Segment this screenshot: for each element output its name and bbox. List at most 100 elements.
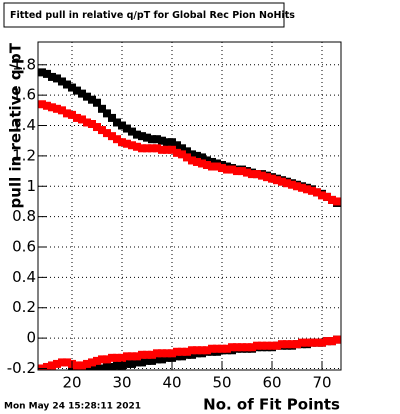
marker	[183, 153, 191, 162]
marker	[48, 103, 56, 112]
y-tick-label: 1.2	[12, 146, 36, 164]
marker	[298, 183, 306, 192]
marker	[263, 341, 271, 350]
marker	[113, 135, 121, 144]
frame	[37, 41, 342, 371]
marker	[128, 127, 136, 136]
marker	[38, 100, 46, 109]
marker	[128, 359, 136, 368]
marker	[183, 147, 191, 156]
marker	[78, 361, 86, 370]
y-tick-label: 1.6	[12, 86, 36, 104]
marker	[73, 86, 81, 95]
marker	[78, 115, 86, 124]
marker	[38, 364, 46, 370]
y-axis-title: pull in relative q/pT	[7, 42, 25, 208]
marker	[303, 338, 311, 347]
marker	[313, 188, 321, 197]
marker	[158, 349, 166, 358]
marker	[153, 144, 161, 153]
marker	[103, 129, 111, 138]
marker	[48, 361, 56, 370]
x-tick-label: 60	[262, 374, 281, 392]
marker	[148, 135, 156, 144]
marker	[318, 191, 326, 200]
marker	[88, 120, 96, 128]
marker	[163, 138, 171, 147]
marker	[73, 361, 81, 370]
marker	[258, 341, 266, 350]
marker	[68, 110, 76, 119]
marker	[128, 352, 136, 361]
marker	[153, 135, 161, 144]
y-tick-label: 1.4	[12, 116, 36, 134]
marker	[83, 359, 91, 368]
marker	[133, 352, 141, 361]
marker	[238, 343, 246, 352]
marker	[178, 150, 186, 159]
marker	[163, 353, 171, 362]
marker	[213, 162, 221, 171]
marker	[293, 340, 301, 349]
marker	[188, 150, 196, 159]
marker	[83, 366, 91, 370]
marker	[98, 104, 106, 113]
y-tick-label: 0.4	[12, 268, 36, 286]
marker	[93, 356, 101, 365]
marker	[153, 355, 161, 364]
marker	[243, 343, 251, 352]
marker	[148, 144, 156, 153]
marker	[168, 145, 176, 154]
marker	[83, 92, 91, 101]
marker	[233, 343, 241, 352]
marker	[43, 362, 51, 370]
marker	[273, 341, 281, 350]
marker	[248, 170, 256, 179]
marker	[133, 130, 141, 139]
axes: 20 30 40 50 60 70 -0.2 0 0.2 0.4 0.6 0.8 1 1.2 1.4 1.6 1…	[7, 55, 332, 391]
marker	[333, 197, 341, 206]
marker	[108, 353, 116, 362]
plot-area	[38, 68, 341, 370]
y-tick-label: -0.2	[7, 359, 36, 377]
marker	[148, 350, 156, 359]
marker	[323, 192, 331, 201]
marker	[193, 346, 201, 355]
marker	[288, 180, 296, 189]
marker	[188, 350, 196, 359]
marker	[123, 352, 131, 361]
marker	[113, 118, 121, 127]
marker	[313, 338, 321, 347]
marker	[118, 138, 126, 147]
marker	[268, 341, 276, 350]
marker	[143, 356, 151, 365]
marker	[283, 179, 291, 188]
marker	[108, 113, 116, 122]
marker	[163, 349, 171, 358]
title-box	[3, 2, 285, 28]
marker	[123, 139, 131, 148]
marker	[103, 109, 111, 118]
marker	[138, 132, 146, 141]
marker	[98, 364, 106, 370]
marker	[58, 106, 66, 115]
marker	[173, 141, 181, 150]
marker	[203, 161, 211, 169]
x-tick-label: 30	[112, 374, 131, 392]
marker	[98, 355, 106, 364]
marker	[58, 77, 66, 86]
marker	[168, 349, 176, 358]
marker	[43, 69, 51, 78]
marker	[63, 80, 71, 89]
marker	[143, 133, 151, 142]
marker	[193, 151, 201, 160]
marker	[58, 358, 66, 367]
marker	[148, 356, 156, 365]
marker	[213, 344, 221, 353]
marker	[223, 344, 231, 353]
marker	[103, 355, 111, 364]
marker	[113, 361, 121, 370]
marker	[238, 167, 246, 176]
marker	[178, 144, 186, 153]
marker	[158, 136, 166, 145]
